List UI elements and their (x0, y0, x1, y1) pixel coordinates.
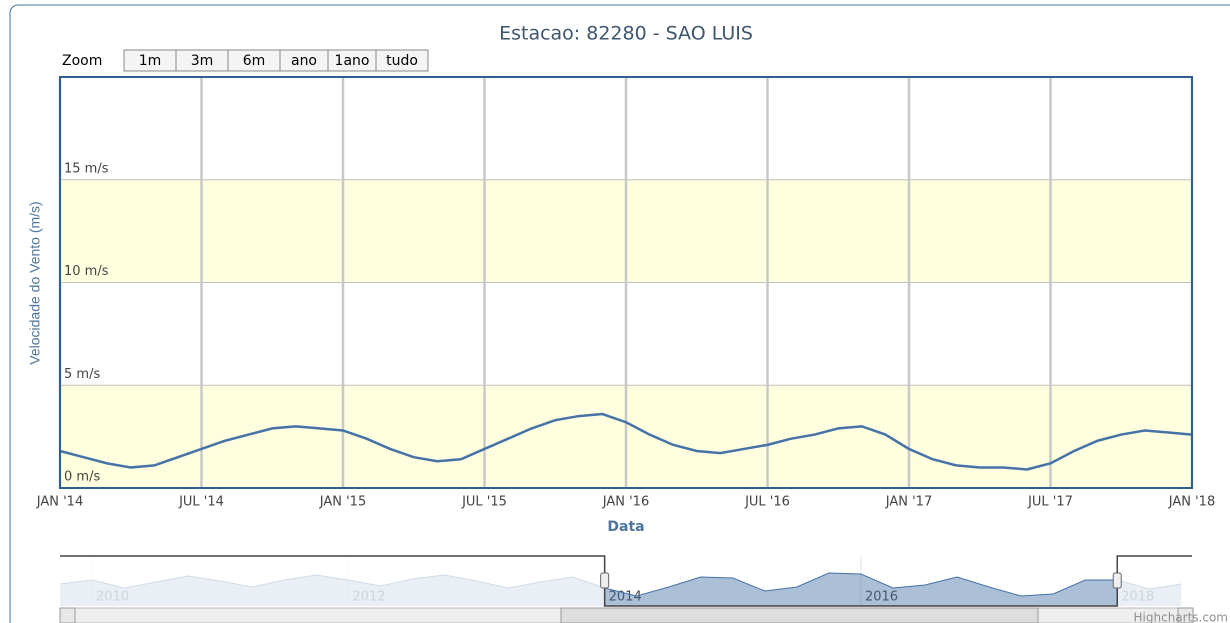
y-tick-label: 15 m/s (64, 161, 109, 176)
zoom-button-label[interactable]: tudo (386, 53, 418, 69)
scrollbar-thumb[interactable] (560, 607, 1039, 623)
x-tick-label: JUL '15 (461, 495, 507, 510)
navigator-mask (1117, 556, 1192, 606)
navigator: 20102012201420162018 (59, 555, 1192, 607)
navigator-outline (60, 555, 1192, 607)
zoom-button[interactable]: 6m (227, 49, 281, 72)
navigator-tick-label: 2014 (609, 590, 642, 605)
chart-title: Estacao: 82280 - SAO LUIS (499, 23, 753, 45)
y-tick-label: 0 m/s (64, 470, 100, 485)
y-tick-label: 10 m/s (64, 264, 109, 279)
x-axis-title: Data (607, 519, 644, 535)
x-tick-label: JAN '15 (319, 495, 366, 510)
zoom-button[interactable]: 3m (175, 49, 229, 72)
credits: Highcharts.com (1134, 611, 1228, 623)
x-tick-label: JUL '14 (178, 495, 224, 510)
x-tick-label: JAN '17 (885, 495, 932, 510)
x-tick-label: JAN '16 (602, 495, 649, 510)
zoom-button-label[interactable]: 1ano (335, 53, 370, 69)
zoom-buttons: 1m 3m 6m ano 1ano tudo (123, 49, 429, 72)
plot: 0 m/s 5 m/s 10 m/s 15 m/s JAN '14 JUL '14 JAN … (36, 76, 1215, 510)
y-tick-label: 5 m/s (64, 367, 100, 382)
zoom-button[interactable]: 1m (123, 49, 177, 72)
x-tick-label: JUL '16 (744, 495, 790, 510)
zoom-button-label[interactable]: 6m (243, 53, 266, 69)
zoom-button-label[interactable]: 1m (139, 53, 162, 69)
zoom-button[interactable]: 1ano (327, 49, 377, 72)
navigator-tick-label: 2016 (865, 590, 898, 605)
scroll-left[interactable] (59, 607, 76, 623)
x-tick-label: JAN '14 (36, 495, 83, 510)
zoom-button-label[interactable]: 3m (191, 53, 214, 69)
data-line (59, 412, 1193, 471)
scroll-right[interactable] (1177, 607, 1194, 623)
zoom-button-box[interactable] (375, 49, 429, 72)
x-tick-label: JUL '17 (1027, 495, 1073, 510)
zoom-label: Zoom (62, 53, 102, 69)
navigator-mask (60, 556, 605, 606)
x-tick-label: JAN '18 (1168, 495, 1215, 510)
plot-border (59, 76, 1193, 489)
zoom-button-label[interactable]: ano (291, 53, 317, 69)
y-axis-title: Velocidade do Vento (m/s) (27, 201, 43, 364)
zoom-button[interactable]: ano (279, 49, 329, 72)
navigator-handle[interactable] (1112, 572, 1122, 589)
navigator-handle[interactable] (600, 572, 610, 589)
zoom-button[interactable]: tudo (375, 49, 429, 72)
